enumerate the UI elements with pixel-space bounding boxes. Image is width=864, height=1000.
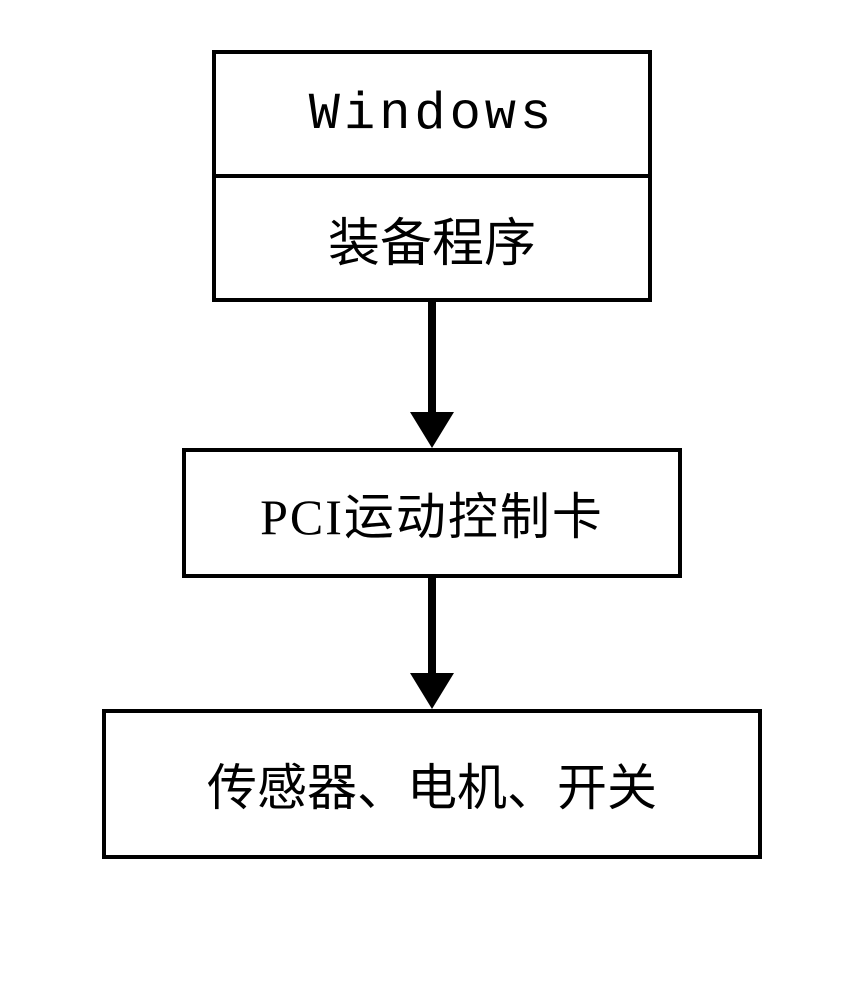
node-top-group: Windows 装备程序 [212,50,652,302]
node-windows-label: Windows [309,85,555,144]
node-sensors-motor-switch: 传感器、电机、开关 [102,709,762,859]
arrow-2 [410,578,454,709]
arrow-1-shaft [428,302,436,412]
node-pci-card-label: PCI运动控制卡 [260,477,604,549]
arrow-2-head [410,673,454,709]
arrow-1-head [410,412,454,448]
node-sensors-label: 传感器、电机、开关 [207,748,657,820]
arrow-2-shaft [428,578,436,673]
node-equipment-program: 装备程序 [216,178,648,298]
node-windows: Windows [216,54,648,174]
node-pci-card: PCI运动控制卡 [182,448,682,578]
flowchart-diagram: Windows 装备程序 PCI运动控制卡 传感器、电机、开关 [102,50,762,859]
node-equipment-program-label: 装备程序 [328,201,536,276]
arrow-1 [410,302,454,448]
